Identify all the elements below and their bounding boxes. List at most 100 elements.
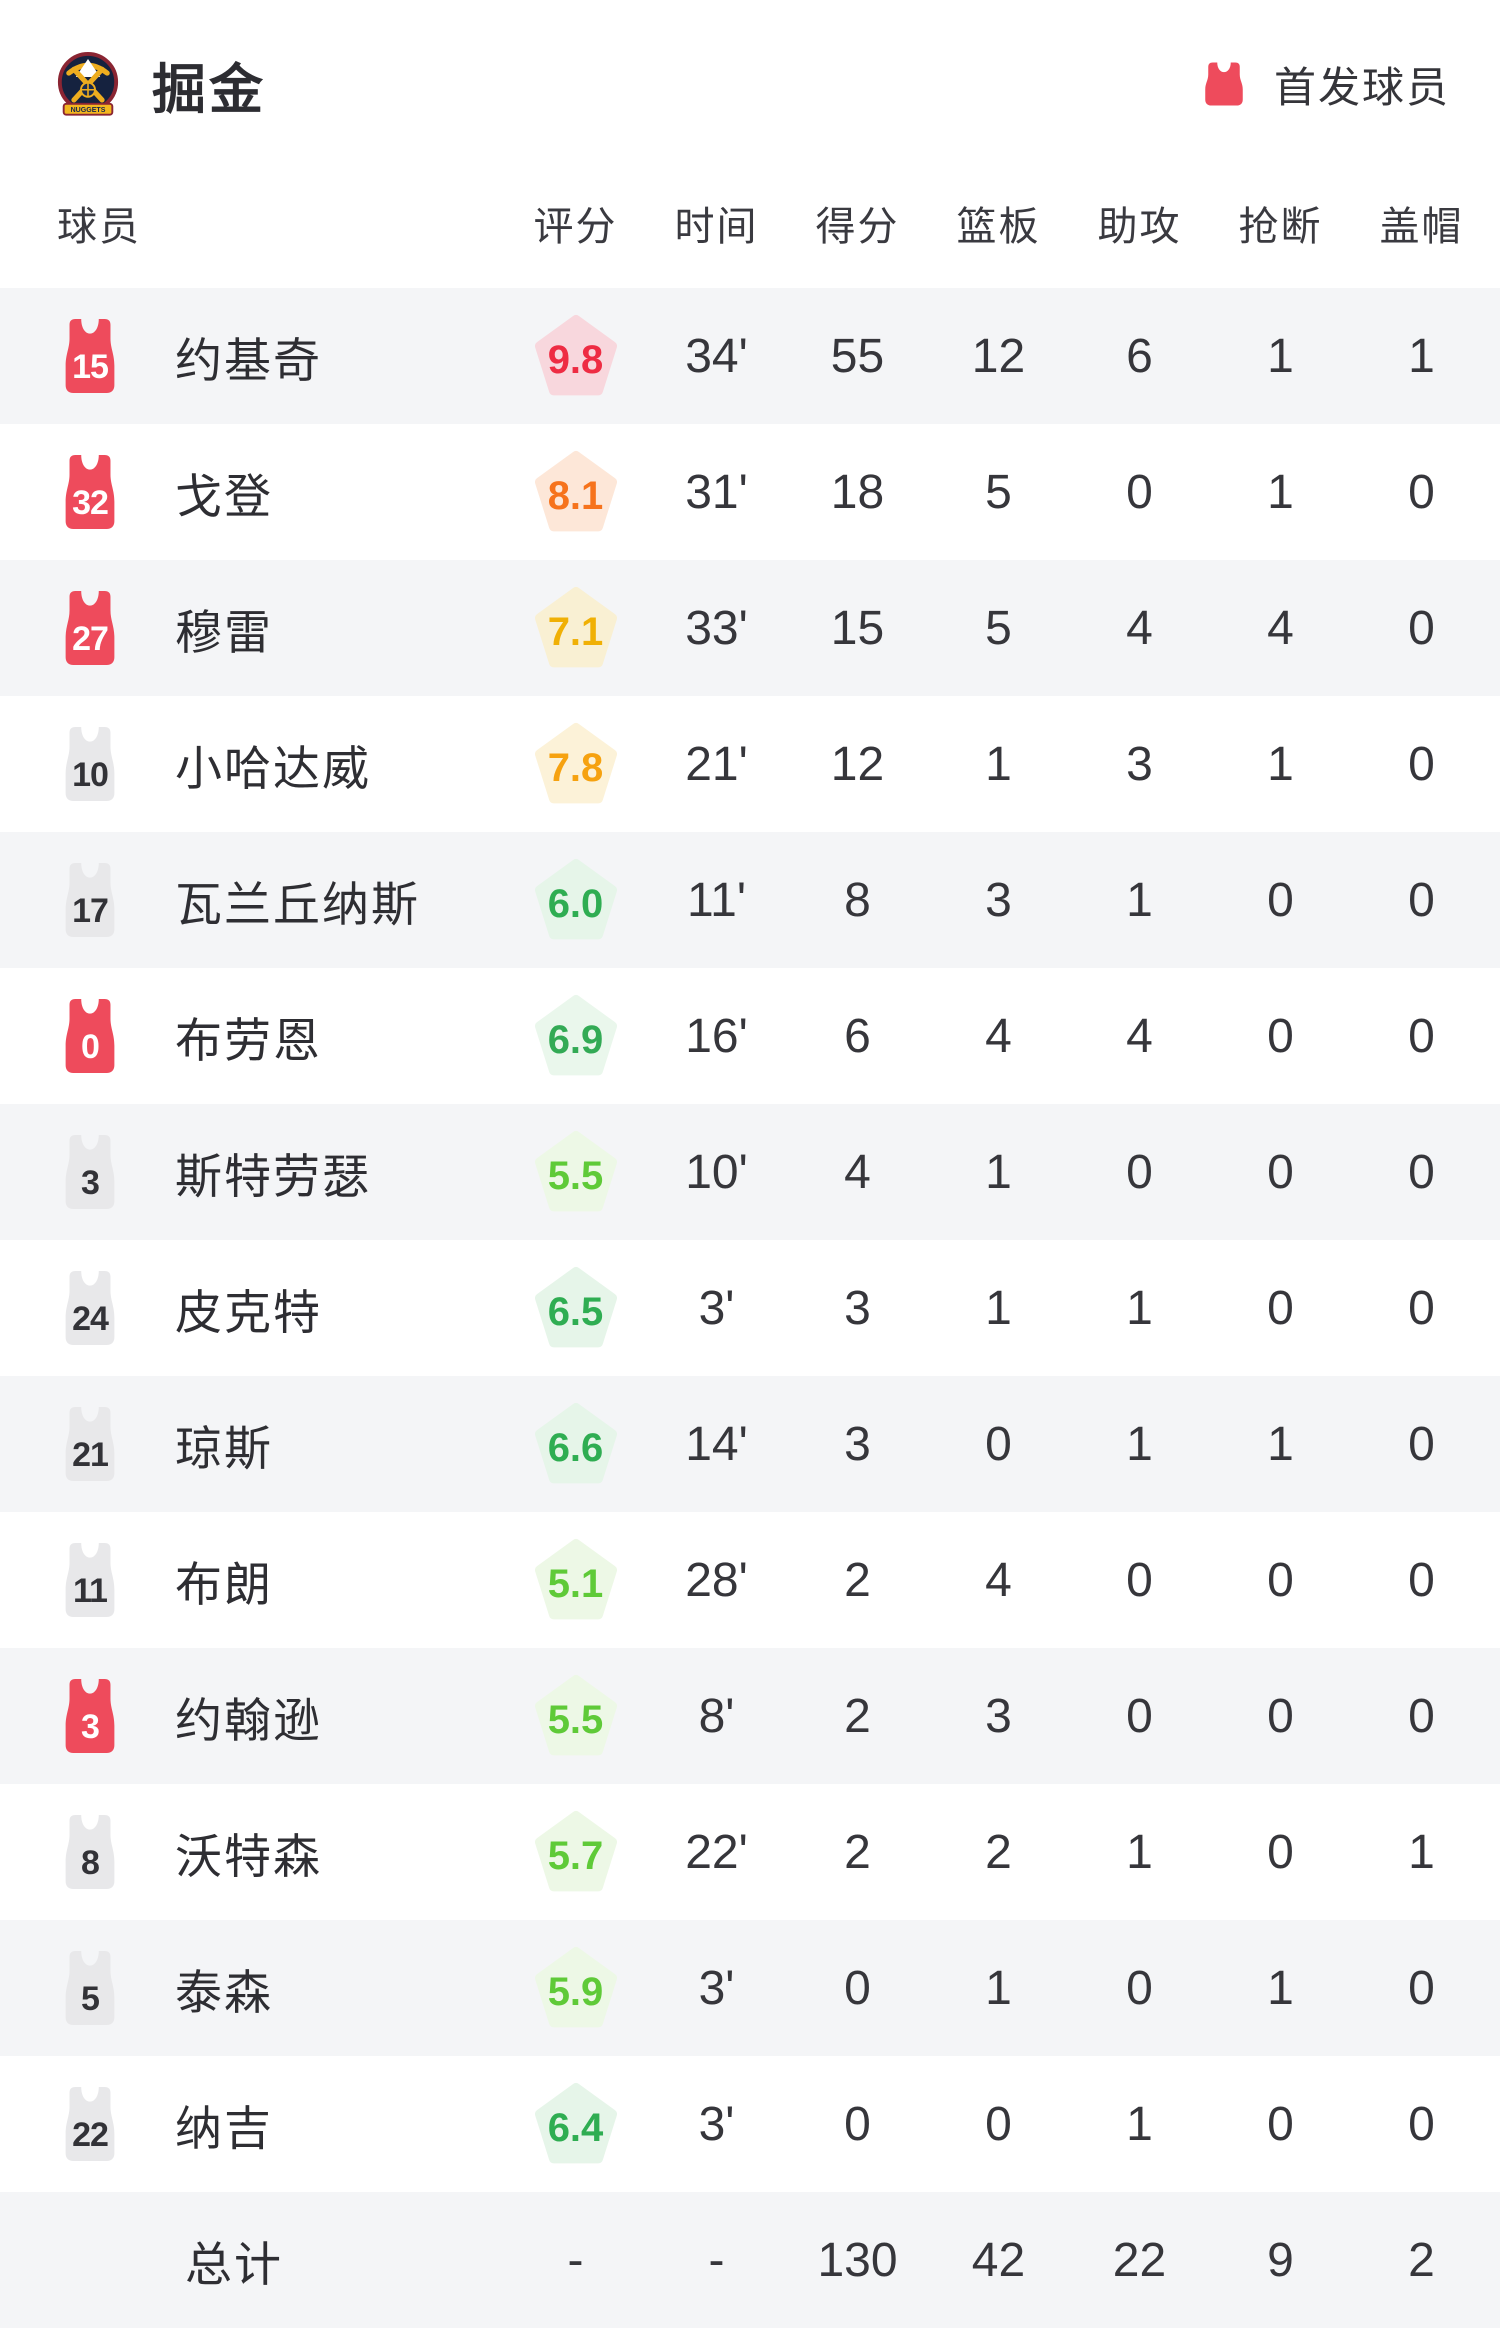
stat-points: 12	[830, 737, 885, 791]
column-time: 时间	[674, 205, 759, 249]
jersey-icon: 0	[57, 997, 123, 1075]
jersey-number: 17	[72, 892, 109, 930]
table-row-braun[interactable]: 0 布劳恩 6.9 16' 6 4 4 0 0	[0, 968, 1500, 1104]
stat-rebounds: 4	[985, 1009, 1012, 1063]
stat-assists: 1	[1126, 873, 1153, 927]
stat-time: 21'	[685, 737, 748, 791]
stat-steals: 0	[1267, 1553, 1294, 1607]
jersey-number: 21	[72, 1436, 109, 1474]
player-cell: 21 琼斯	[0, 1405, 505, 1483]
table-row-johnson[interactable]: 3 约翰逊 5.5 8' 2 3 0 0 0	[0, 1648, 1500, 1784]
rating-badge: 6.6	[534, 1401, 617, 1487]
table-row-hardaway-jr[interactable]: 10 小哈达威 7.8 21' 12 1 3 1 0	[0, 696, 1500, 832]
rating-value: 5.5	[547, 1698, 604, 1742]
column-points: 得分	[815, 205, 900, 249]
table-row-strawther[interactable]: 3 斯特劳瑟 5.5 10' 4 1 0 0 0	[0, 1104, 1500, 1240]
rating-value: 5.7	[547, 1834, 604, 1878]
table-row-nnaji[interactable]: 22 纳吉 6.4 3' 0 0 1 0 0	[0, 2056, 1500, 2192]
stat-rebounds: 0	[985, 2097, 1012, 2151]
stat-steals: 1	[1267, 1961, 1294, 2015]
stat-steals: 4	[1267, 601, 1294, 655]
rating-value: 6.9	[547, 1018, 604, 1062]
rating-value: 7.1	[547, 610, 604, 654]
player-name: 布劳恩	[175, 1013, 322, 1067]
team-logo: NUGGETS	[56, 50, 120, 118]
stat-blocks: 0	[1408, 1281, 1435, 1335]
stat-rebounds: 5	[985, 465, 1012, 519]
stat-rebounds: 3	[985, 1689, 1012, 1743]
rating-cell: 5.1	[505, 1537, 646, 1623]
stat-assists: 1	[1126, 2097, 1153, 2151]
stat-assists: 1	[1126, 1281, 1153, 1335]
rating-cell: 7.8	[505, 721, 646, 807]
stat-steals: 1	[1267, 1417, 1294, 1471]
stat-points: 0	[844, 1961, 871, 2015]
total-rebounds: 42	[971, 2233, 1026, 2287]
table-row-murray[interactable]: 27 穆雷 7.1 33' 15 5 4 4 0	[0, 560, 1500, 696]
table-row-valanciunas[interactable]: 17 瓦兰丘纳斯 6.0 11' 8 3 1 0 0	[0, 832, 1500, 968]
rating-value: 8.1	[547, 474, 604, 518]
rating-badge: 9.8	[534, 313, 617, 399]
column-blocks: 盖帽	[1379, 205, 1464, 249]
stat-rebounds: 0	[985, 1417, 1012, 1471]
rating-value: 5.5	[547, 1154, 604, 1198]
player-cell: 5 泰森	[0, 1949, 505, 2027]
stat-steals: 1	[1267, 329, 1294, 383]
jersey-number: 5	[81, 1980, 100, 2018]
jersey-number: 27	[72, 620, 109, 658]
table-row-jones[interactable]: 21 琼斯 6.6 14' 3 0 1 1 0	[0, 1376, 1500, 1512]
table-row-gordon[interactable]: 32 戈登 8.1 31' 18 5 0 1 0	[0, 424, 1500, 560]
stat-assists: 6	[1126, 329, 1153, 383]
stat-points: 3	[844, 1281, 871, 1335]
stat-time: 28'	[685, 1553, 748, 1607]
rating-cell: 6.5	[505, 1265, 646, 1351]
player-name: 沃特森	[175, 1829, 322, 1883]
rating-value: 6.6	[547, 1426, 604, 1470]
stat-points: 55	[830, 329, 885, 383]
stat-steals: 1	[1267, 465, 1294, 519]
stat-steals: 0	[1267, 1689, 1294, 1743]
rating-value: 5.1	[547, 1562, 604, 1606]
player-cell: 11 布朗	[0, 1541, 505, 1619]
stat-blocks: 0	[1408, 1961, 1435, 2015]
stat-time: 3'	[698, 2097, 735, 2151]
total-rating: -	[567, 2233, 584, 2287]
stat-points: 2	[844, 1553, 871, 1607]
player-cell: 32 戈登	[0, 453, 505, 531]
stat-time: 10'	[685, 1145, 748, 1199]
rating-cell: 6.4	[505, 2081, 646, 2167]
stat-assists: 1	[1126, 1417, 1153, 1471]
table-row-watson[interactable]: 8 沃特森 5.7 22' 2 2 1 0 1	[0, 1784, 1500, 1920]
total-time: -	[708, 2233, 725, 2287]
stat-steals: 1	[1267, 737, 1294, 791]
rating-badge: 5.5	[534, 1129, 617, 1215]
stat-time: 3'	[698, 1281, 735, 1335]
stat-blocks: 0	[1408, 465, 1435, 519]
total-points: 130	[817, 2233, 898, 2287]
player-name: 布朗	[175, 1557, 273, 1611]
stat-time: 11'	[687, 873, 746, 927]
stat-rebounds: 4	[985, 1553, 1012, 1607]
stat-rebounds: 1	[985, 1961, 1012, 2015]
jersey-number: 0	[81, 1028, 100, 1066]
stat-assists: 0	[1126, 1689, 1153, 1743]
rating-badge: 6.4	[534, 2081, 617, 2167]
rating-badge: 5.5	[534, 1673, 617, 1759]
player-cell: 15 约基奇	[0, 317, 505, 395]
player-name: 约翰逊	[175, 1693, 322, 1747]
stat-rebounds: 2	[985, 1825, 1012, 1879]
stat-steals: 0	[1267, 1281, 1294, 1335]
stat-points: 3	[844, 1417, 871, 1471]
table-row-brown[interactable]: 11 布朗 5.1 28' 2 4 0 0 0	[0, 1512, 1500, 1648]
jersey-number: 10	[72, 756, 109, 794]
player-stats-table: 15 约基奇 9.8 34' 55 12 6 1 1 3 2	[0, 288, 1500, 2328]
player-cell: 24 皮克特	[0, 1269, 505, 1347]
table-row-tyson[interactable]: 5 泰森 5.9 3' 0 1 0 1 0	[0, 1920, 1500, 2056]
table-row-jokic[interactable]: 15 约基奇 9.8 34' 55 12 6 1 1	[0, 288, 1500, 424]
player-name: 穆雷	[175, 605, 273, 659]
stat-blocks: 0	[1408, 1145, 1435, 1199]
player-cell: 8 沃特森	[0, 1813, 505, 1891]
stat-blocks: 0	[1408, 737, 1435, 791]
table-row-pickett[interactable]: 24 皮克特 6.5 3' 3 1 1 0 0	[0, 1240, 1500, 1376]
stat-rebounds: 1	[985, 1281, 1012, 1335]
